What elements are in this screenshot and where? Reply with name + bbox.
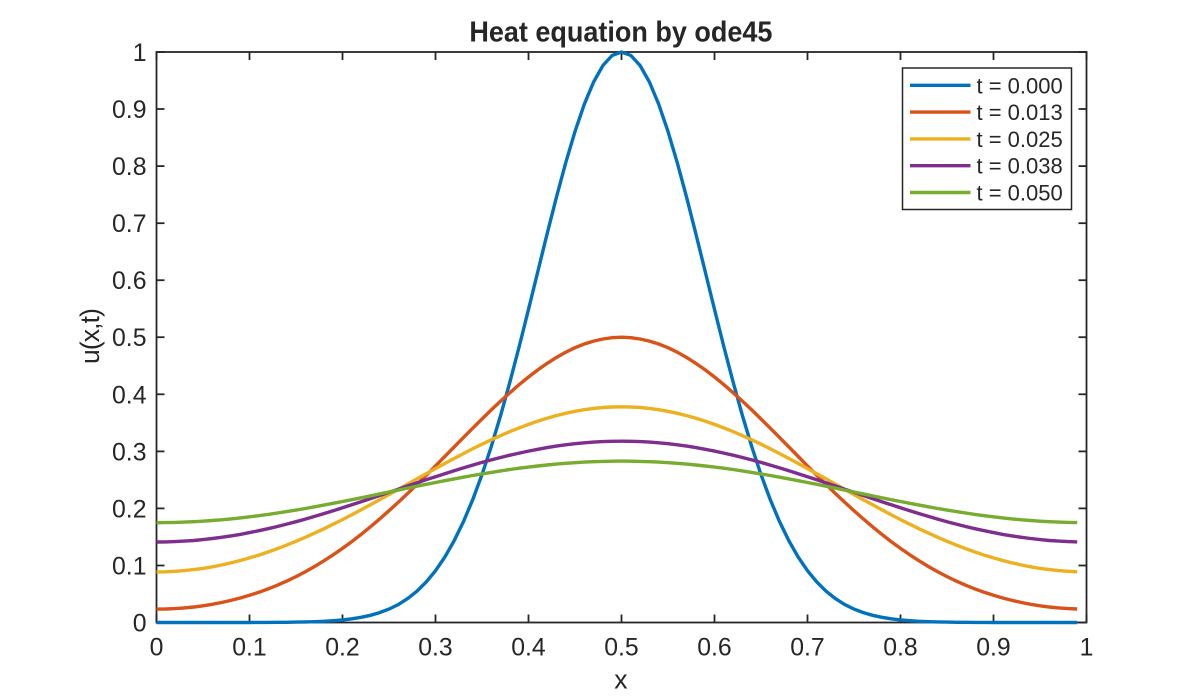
svg-text:0.7: 0.7 <box>112 211 146 238</box>
svg-text:0.8: 0.8 <box>112 154 146 181</box>
svg-text:Heat equation by ode45: Heat equation by ode45 <box>469 15 772 47</box>
svg-text:1: 1 <box>133 40 147 67</box>
svg-text:0.1: 0.1 <box>232 635 266 662</box>
svg-text:0.9: 0.9 <box>112 97 146 124</box>
svg-text:0.6: 0.6 <box>697 635 731 662</box>
svg-text:0.3: 0.3 <box>112 439 146 466</box>
svg-text:0.6: 0.6 <box>112 268 146 295</box>
svg-text:0.5: 0.5 <box>604 635 638 662</box>
svg-text:0.4: 0.4 <box>511 635 546 662</box>
svg-text:1: 1 <box>1080 635 1094 662</box>
svg-text:0.1: 0.1 <box>112 554 146 581</box>
svg-text:0.4: 0.4 <box>112 382 147 409</box>
svg-text:t = 0.038: t = 0.038 <box>977 154 1063 179</box>
svg-text:t = 0.013: t = 0.013 <box>977 100 1063 125</box>
svg-text:0.7: 0.7 <box>790 635 824 662</box>
svg-text:0.5: 0.5 <box>112 325 146 352</box>
svg-text:t = 0.025: t = 0.025 <box>977 127 1063 152</box>
svg-text:t = 0.050: t = 0.050 <box>977 181 1063 206</box>
svg-text:u(x,t): u(x,t) <box>75 308 105 364</box>
svg-text:0.2: 0.2 <box>112 496 146 523</box>
svg-text:0.3: 0.3 <box>418 635 452 662</box>
svg-text:0.2: 0.2 <box>325 635 359 662</box>
svg-text:0: 0 <box>150 635 164 662</box>
svg-text:0.8: 0.8 <box>883 635 917 662</box>
svg-text:x: x <box>614 665 627 695</box>
svg-text:t = 0.000: t = 0.000 <box>977 73 1063 98</box>
svg-text:0: 0 <box>133 611 147 638</box>
svg-text:0.9: 0.9 <box>976 635 1010 662</box>
